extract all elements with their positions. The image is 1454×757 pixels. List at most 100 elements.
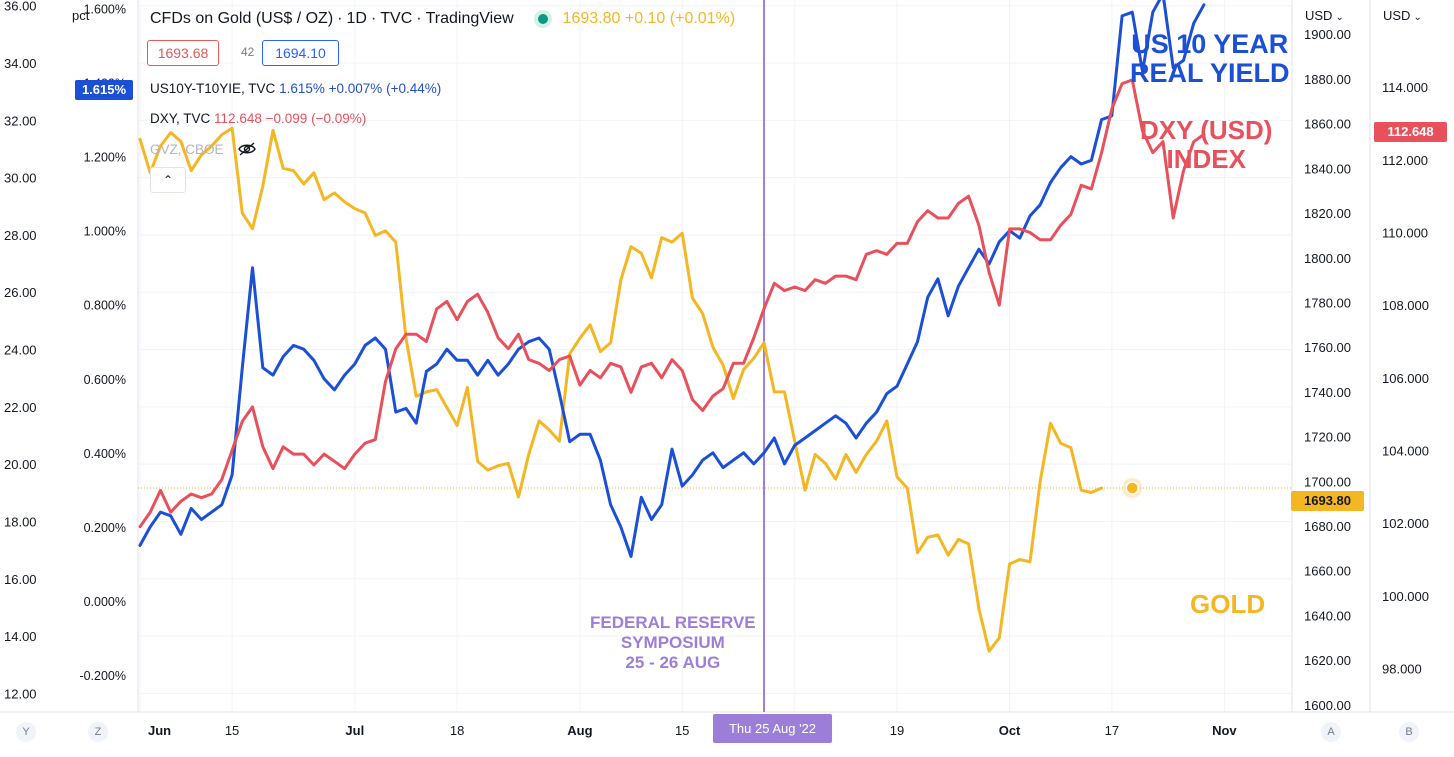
time-tick-label: 19	[890, 723, 904, 738]
gold-last-price: 1693.80	[562, 10, 621, 27]
grid	[138, 0, 1292, 712]
time-tick-label: Aug	[567, 723, 592, 738]
annotation-us10y-real-yield: US 10 YEAR REAL YIELD	[1130, 30, 1290, 88]
yield-tick-label: 0.600%	[84, 373, 126, 387]
time-tick-label: 15	[675, 723, 689, 738]
gvz-symbol: GVZ, CBOE	[150, 142, 224, 158]
dxy-tick-label: 106.000	[1382, 371, 1429, 386]
dxy-tick-label: 98.000	[1382, 661, 1422, 676]
yield-tick-label: 1.200%	[84, 151, 126, 165]
dxy-tick-label: 112.000	[1382, 153, 1428, 168]
yield-tick-label: -0.200%	[79, 669, 126, 683]
yield-tick-label: 0.200%	[84, 521, 126, 535]
corner-button-b[interactable]: B	[1399, 722, 1419, 742]
yield-symbol: US10Y-T10YIE, TVC	[150, 81, 276, 96]
gold-price-axis[interactable]: 1900.00 1880.00 1860.00 1840.00 1820.00 1800.…	[1304, 27, 1351, 713]
corner-button-a[interactable]: A	[1321, 722, 1341, 742]
yield-tick-label: 0.000%	[84, 595, 126, 609]
gvz-tick-label: 18.00	[4, 514, 37, 529]
corner-button-y[interactable]: Y	[16, 722, 36, 742]
gold-tick-label: 1860.00	[1304, 117, 1351, 132]
gvz-tick-label: 26.00	[4, 285, 37, 300]
dxy-series-line	[138, 78, 1206, 529]
corner-button-z[interactable]: Z	[88, 722, 108, 742]
dxy-legend-row[interactable]: DXY, TVC 112.648 −0.099 (−0.09%)	[150, 111, 366, 126]
time-tick-label: Jun	[148, 723, 171, 738]
dxy-change: −0.099	[265, 111, 308, 126]
chevron-down-icon: ⌄	[1335, 12, 1344, 23]
dxy-tick-label: 104.000	[1382, 443, 1429, 458]
spread-value: 42	[233, 40, 263, 64]
buy-price-box[interactable]: 1694.10	[262, 40, 339, 66]
gold-tick-label: 1700.00	[1304, 474, 1351, 489]
crosshair-date-tag: Thu 25 Aug '22	[713, 714, 832, 743]
yield-legend-row[interactable]: US10Y-T10YIE, TVC 1.615% +0.007% (+0.44%…	[150, 81, 441, 96]
gvz-tick-label: 32.00	[4, 113, 37, 128]
yield-tick-label: 0.800%	[84, 299, 126, 313]
gvz-axis[interactable]: 36.00 34.00 32.00 30.00 28.00 26.00 24.00 22.00…	[4, 0, 37, 701]
yield-change: +0.007%	[328, 81, 383, 96]
annotation-dxy-line2: INDEX	[1166, 144, 1246, 174]
yield-tick-label: 1.600%	[84, 3, 126, 17]
gold-tick-label: 1900.00	[1304, 27, 1351, 42]
gold-series-line	[138, 126, 1104, 653]
interval-label[interactable]: 1D	[346, 10, 367, 27]
yield-value: 1.615%	[279, 81, 325, 96]
annotation-fed-symposium: FEDERAL RESERVE SYMPOSIUM 25 - 26 AUG	[590, 613, 756, 673]
yield-change-pct: (+0.44%)	[386, 81, 442, 96]
gold-tick-label: 1880.00	[1304, 72, 1351, 87]
platform-label: TradingView	[425, 10, 514, 27]
gvz-tick-label: 12.00	[4, 686, 37, 701]
dxy-price-axis[interactable]: 114.000 112.000 110.000 108.000 106.000 104.0…	[1382, 80, 1429, 676]
gold-tick-label: 1620.00	[1304, 653, 1351, 668]
annotation-yield-line2: REAL YIELD	[1130, 58, 1290, 88]
gvz-tick-label: 22.00	[4, 400, 37, 415]
gold-tick-label: 1820.00	[1304, 206, 1351, 221]
gold-tick-label: 1780.00	[1304, 295, 1351, 310]
gvz-legend-row[interactable]: GVZ, CBOE	[150, 141, 257, 160]
dxy-tick-label: 100.000	[1382, 589, 1429, 604]
dxy-change-pct: (−0.09%)	[311, 111, 367, 126]
chart-header[interactable]: CFDs on Gold (US$ / OZ) · 1D · TVC · TradingVi…	[150, 10, 736, 27]
instrument-name[interactable]: CFDs on Gold (US$ / OZ)	[150, 10, 334, 27]
gvz-tick-label: 24.00	[4, 343, 37, 358]
chevron-down-icon: ⌄	[1413, 12, 1422, 23]
dxy-tick-label: 102.000	[1382, 516, 1429, 531]
dxy-value: 112.648	[214, 111, 262, 126]
right-axis-unit-1-label: USD	[1305, 8, 1333, 23]
gvz-tick-label: 28.00	[4, 228, 37, 243]
dxy-tick-label: 114.000	[1382, 80, 1428, 95]
time-tick-label: Nov	[1212, 723, 1237, 738]
yield-tick-label: 0.400%	[84, 447, 126, 461]
eye-off-icon[interactable]	[237, 141, 257, 160]
time-tick-label: 15	[225, 723, 239, 738]
annotation-fed-line2: SYMPOSIUM	[620, 633, 725, 652]
gold-last-point	[1125, 481, 1140, 495]
dxy-price-tag: 112.648	[1374, 122, 1447, 142]
yield-tick-label: 1.000%	[84, 225, 126, 239]
gvz-tick-label: 34.00	[4, 56, 37, 71]
gold-price-tag: 1693.80	[1291, 491, 1364, 511]
gold-tick-label: 1740.00	[1304, 385, 1351, 400]
exchange-label: TVC	[380, 10, 413, 27]
time-tick-label: Jul	[345, 723, 364, 738]
dxy-tick-label: 108.000	[1382, 298, 1429, 313]
right-axis-unit-2[interactable]: USD ⌄	[1383, 8, 1422, 23]
chevron-up-icon[interactable]: ⌃	[150, 167, 186, 193]
yield-axis[interactable]: 1.600%1.400%1.200%1.000%0.800%0.600%0.40…	[79, 3, 126, 683]
yield-price-tag: 1.615%	[75, 80, 133, 100]
sell-price-box[interactable]: 1693.68	[147, 40, 219, 66]
market-status-icon[interactable]	[538, 13, 549, 24]
gold-change: +0.10	[624, 10, 666, 27]
gvz-tick-label: 16.00	[4, 572, 37, 587]
annotation-fed-line1: FEDERAL RESERVE	[590, 613, 756, 632]
annotation-gold: GOLD	[1190, 589, 1266, 619]
annotation-yield-line1: US 10 YEAR	[1131, 29, 1289, 59]
right-axis-unit-1[interactable]: USD ⌄	[1305, 8, 1344, 23]
right-axis-unit-2-label: USD	[1383, 8, 1411, 23]
gold-tick-label: 1600.00	[1304, 698, 1351, 713]
gvz-tick-label: 30.00	[4, 171, 37, 186]
annotation-fed-line3: 25 - 26 AUG	[625, 653, 721, 672]
